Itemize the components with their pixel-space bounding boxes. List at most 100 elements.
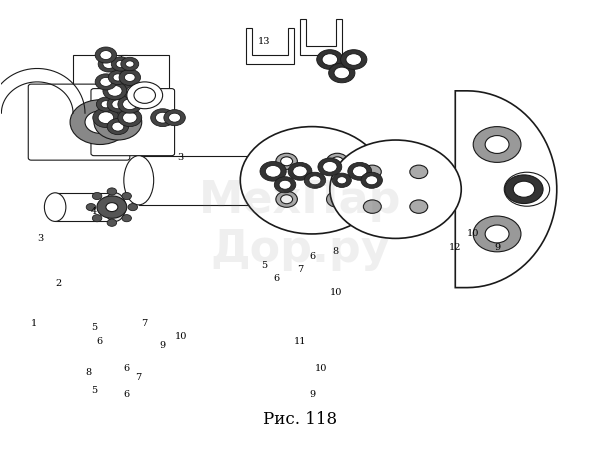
Circle shape	[116, 60, 125, 68]
Circle shape	[100, 77, 112, 86]
Circle shape	[106, 202, 118, 211]
Circle shape	[92, 215, 102, 222]
Circle shape	[364, 165, 381, 179]
Circle shape	[365, 176, 377, 185]
Circle shape	[364, 200, 381, 213]
Circle shape	[103, 82, 127, 100]
Text: 8: 8	[85, 368, 91, 377]
Polygon shape	[73, 55, 127, 100]
Polygon shape	[246, 28, 294, 64]
Circle shape	[318, 158, 342, 176]
Circle shape	[85, 111, 115, 133]
Ellipse shape	[104, 193, 125, 221]
Circle shape	[127, 82, 163, 109]
Circle shape	[107, 188, 116, 195]
Circle shape	[125, 61, 134, 67]
Circle shape	[103, 59, 115, 68]
Circle shape	[410, 200, 428, 213]
Circle shape	[331, 195, 343, 204]
Circle shape	[485, 225, 509, 243]
Circle shape	[107, 96, 128, 112]
Text: Рис. 118: Рис. 118	[263, 411, 337, 428]
Ellipse shape	[44, 193, 66, 221]
Circle shape	[134, 87, 155, 104]
Polygon shape	[109, 95, 163, 135]
Circle shape	[348, 162, 371, 180]
Text: 5: 5	[91, 386, 97, 395]
Circle shape	[334, 67, 350, 79]
Text: 10: 10	[175, 332, 187, 341]
Circle shape	[107, 219, 116, 226]
Ellipse shape	[303, 156, 333, 205]
Circle shape	[122, 99, 137, 110]
Text: 1: 1	[31, 319, 37, 328]
Circle shape	[127, 86, 139, 95]
Polygon shape	[121, 55, 169, 91]
Circle shape	[107, 86, 122, 96]
Circle shape	[332, 173, 352, 188]
Text: 2: 2	[55, 279, 61, 288]
Circle shape	[122, 193, 131, 200]
Polygon shape	[300, 19, 342, 55]
Circle shape	[515, 180, 539, 198]
Circle shape	[122, 83, 143, 99]
Circle shape	[124, 73, 135, 81]
Circle shape	[322, 54, 338, 65]
Circle shape	[98, 56, 119, 72]
Circle shape	[473, 216, 521, 252]
Text: 4: 4	[91, 207, 97, 216]
Circle shape	[122, 112, 137, 123]
Polygon shape	[49, 100, 109, 144]
Text: 3: 3	[37, 234, 43, 243]
Circle shape	[485, 135, 509, 153]
Circle shape	[504, 172, 550, 206]
Text: 7: 7	[136, 373, 142, 382]
Text: 7: 7	[297, 265, 303, 274]
Circle shape	[118, 95, 142, 113]
Text: 6: 6	[97, 337, 103, 346]
Circle shape	[309, 176, 321, 185]
Circle shape	[353, 166, 367, 177]
Circle shape	[169, 113, 181, 122]
Circle shape	[326, 191, 348, 207]
Circle shape	[101, 101, 110, 108]
Circle shape	[112, 122, 124, 131]
Text: 10: 10	[329, 288, 342, 297]
Text: 10: 10	[315, 364, 327, 373]
Circle shape	[107, 118, 128, 135]
Circle shape	[260, 162, 286, 181]
Circle shape	[151, 109, 175, 126]
Circle shape	[361, 172, 382, 189]
Circle shape	[155, 112, 170, 123]
Text: 6: 6	[273, 274, 279, 283]
FancyBboxPatch shape	[91, 89, 175, 156]
Text: 10: 10	[467, 230, 479, 238]
Circle shape	[276, 191, 298, 207]
Circle shape	[274, 177, 296, 193]
Circle shape	[121, 57, 139, 71]
Circle shape	[122, 215, 131, 222]
Circle shape	[288, 162, 312, 180]
Circle shape	[326, 153, 348, 169]
Polygon shape	[455, 91, 557, 288]
Circle shape	[108, 70, 127, 85]
Circle shape	[323, 162, 337, 172]
Text: 3: 3	[178, 153, 184, 162]
Circle shape	[281, 195, 293, 204]
Circle shape	[240, 126, 383, 234]
Text: 9: 9	[494, 243, 500, 252]
Polygon shape	[55, 193, 115, 221]
Circle shape	[276, 153, 298, 169]
Circle shape	[330, 140, 461, 238]
Text: 9: 9	[160, 341, 166, 350]
Circle shape	[279, 180, 291, 189]
Circle shape	[265, 166, 281, 177]
Circle shape	[113, 74, 122, 81]
Circle shape	[473, 126, 521, 162]
Circle shape	[93, 108, 119, 127]
Circle shape	[164, 110, 185, 126]
Circle shape	[95, 47, 116, 63]
Circle shape	[304, 172, 326, 189]
Circle shape	[97, 97, 115, 112]
Text: 12: 12	[449, 243, 461, 252]
